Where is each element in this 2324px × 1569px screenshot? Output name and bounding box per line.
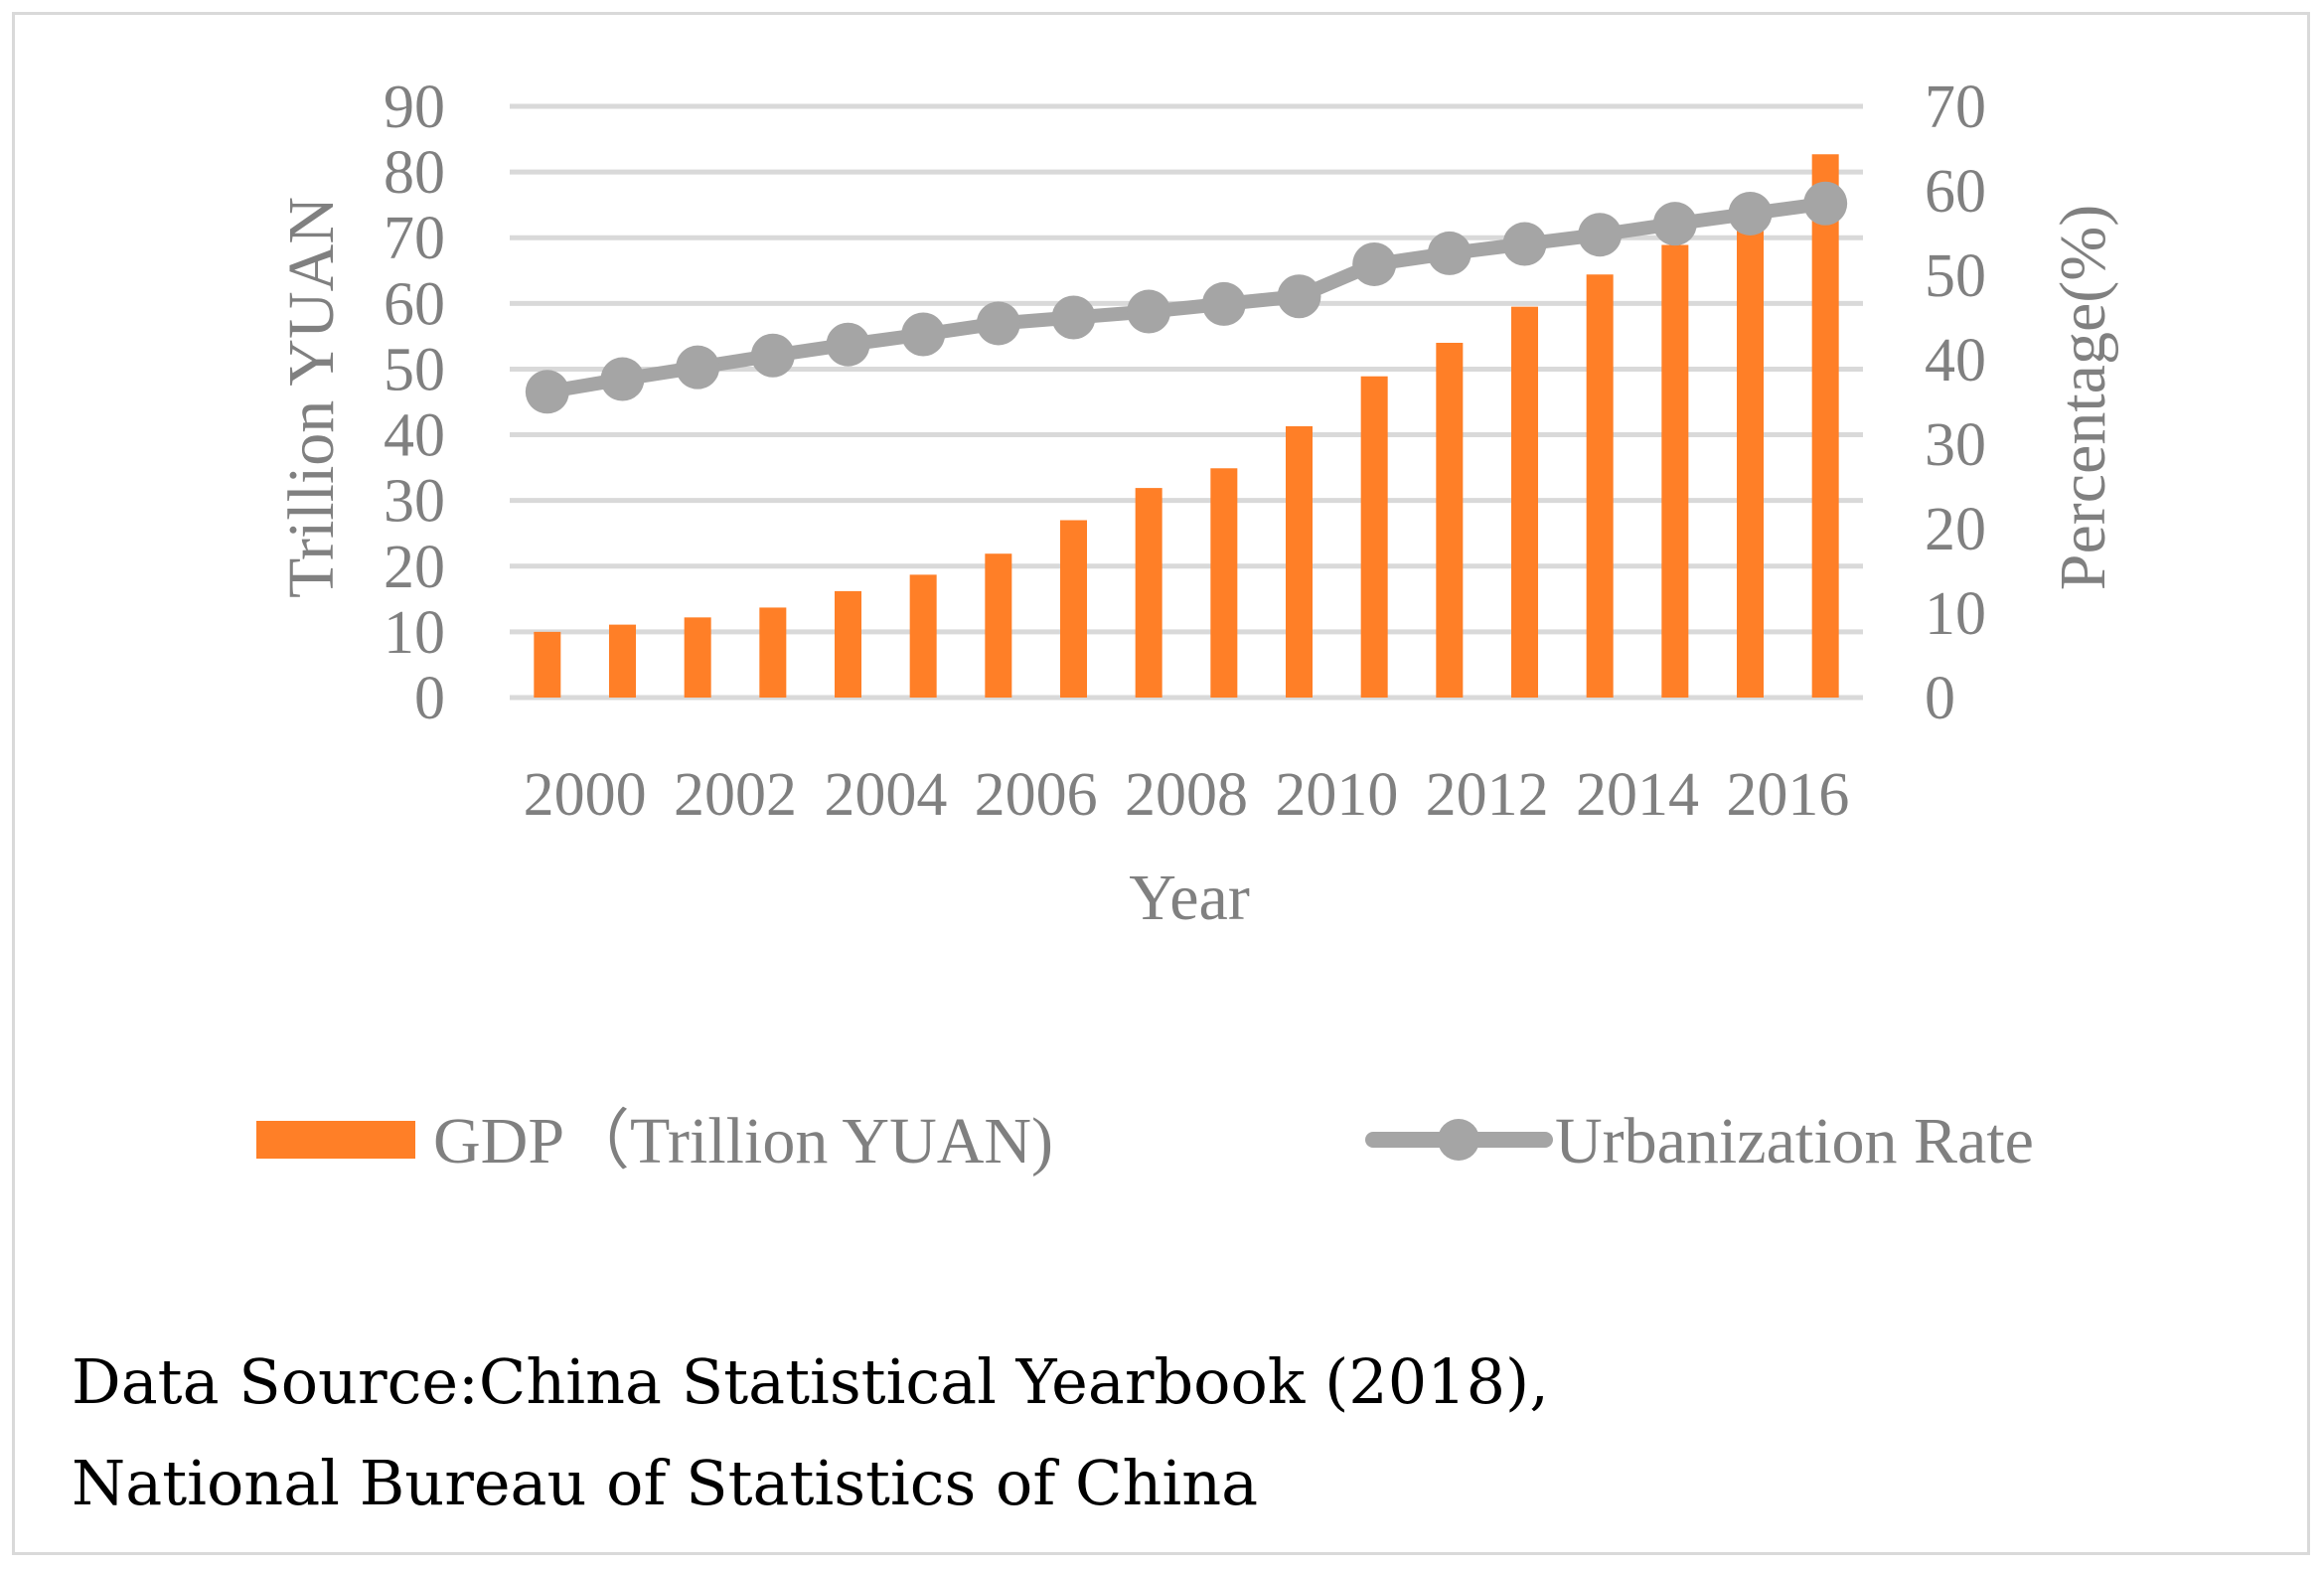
y2-tick-50: 50 <box>1925 242 1986 310</box>
x-axis-ticks: 2000 2002 2004 2006 2008 2010 2012 2014 2016 <box>524 761 1850 829</box>
gdp-bar-2016 <box>1737 207 1764 699</box>
y2-tick-40: 40 <box>1925 327 1986 394</box>
urbanization-point-2009 <box>1201 281 1246 326</box>
gdp-bar-2010 <box>1286 425 1313 698</box>
source-line-1: Data Source:China Statistical Yearbook (… <box>72 1345 1549 1418</box>
y-tick-90: 90 <box>384 74 445 141</box>
urbanization-point-2001 <box>600 357 645 401</box>
y2-tick-30: 30 <box>1925 411 1986 479</box>
chart-frame <box>12 12 2310 1555</box>
urbanization-point-2007 <box>1051 295 1096 340</box>
y2-tick-60: 60 <box>1925 158 1986 226</box>
urbanization-line <box>525 181 1848 414</box>
y2-tick-0: 0 <box>1925 665 1955 732</box>
y-tick-60: 60 <box>384 270 445 338</box>
legend-urbanization-marker <box>1438 1119 1479 1161</box>
legend-urbanization-label: Urbanization Rate <box>1555 1105 2034 1177</box>
gdp-bar-2000 <box>534 631 561 698</box>
urbanization-point-2006 <box>976 301 1020 346</box>
x-tick-2014: 2014 <box>1576 761 1699 829</box>
x-tick-2004: 2004 <box>824 761 947 829</box>
source-line-2: National Bureau of Statistics of China <box>72 1447 1259 1519</box>
gdp-bar-2001 <box>609 624 636 698</box>
y2-tick-10: 10 <box>1925 580 1986 648</box>
gdp-bar-2012 <box>1436 343 1464 698</box>
urbanization-point-2004 <box>826 322 870 367</box>
y-tick-30: 30 <box>384 468 445 536</box>
gridlines <box>510 103 1863 701</box>
gdp-bar-2015 <box>1661 244 1689 698</box>
x-tick-2006: 2006 <box>975 761 1098 829</box>
y-tick-0: 0 <box>414 665 445 732</box>
gdp-bar-2005 <box>909 574 937 698</box>
urbanization-point-2005 <box>901 312 946 357</box>
x-axis-title: Year <box>1129 862 1250 934</box>
urbanization-point-2002 <box>676 345 720 390</box>
y-tick-40: 40 <box>384 402 445 470</box>
urbanization-point-2012 <box>1427 231 1472 275</box>
x-tick-2008: 2008 <box>1125 761 1248 829</box>
x-tick-2002: 2002 <box>674 761 797 829</box>
y-tick-20: 20 <box>384 534 445 601</box>
y-axis-title: Trillion YUAN <box>275 197 348 598</box>
y-tick-70: 70 <box>384 205 445 272</box>
urbanization-point-2013 <box>1502 222 1547 266</box>
urbanization-point-2016 <box>1728 191 1773 235</box>
y2-tick-20: 20 <box>1925 496 1986 563</box>
gdp-bar-2006 <box>985 553 1012 698</box>
urbanization-point-2000 <box>525 370 569 414</box>
gdp-bar-2017 <box>1811 154 1839 698</box>
gdp-bar-2013 <box>1511 306 1538 698</box>
y2-axis-title: Percentage(%) <box>2047 205 2119 590</box>
legend: GDP（Trillion YUAN) Urbanization Rate <box>256 1105 2034 1177</box>
gdp-bar-2008 <box>1135 488 1162 698</box>
gdp-bar-2004 <box>835 590 861 698</box>
urbanization-polyline <box>540 196 1833 399</box>
gdp-bar-2007 <box>1060 520 1087 698</box>
urbanization-point-2014 <box>1578 213 1623 257</box>
y-tick-10: 10 <box>384 599 445 667</box>
gdp-bar-2003 <box>759 607 787 698</box>
y-tick-50: 50 <box>384 336 445 403</box>
urbanization-point-2003 <box>750 333 795 378</box>
x-tick-2000: 2000 <box>524 761 647 829</box>
x-tick-2010: 2010 <box>1275 761 1398 829</box>
legend-gdp-swatch <box>256 1121 415 1159</box>
urbanization-point-2010 <box>1277 274 1321 319</box>
urbanization-point-2011 <box>1352 241 1397 286</box>
gdp-bar-2014 <box>1586 274 1614 698</box>
data-source-note: Data Source:China Statistical Yearbook (… <box>72 1332 1549 1534</box>
urbanization-point-2017 <box>1803 181 1848 226</box>
gdp-bars <box>534 154 1839 699</box>
y-tick-80: 80 <box>384 139 445 207</box>
y2-tick-70: 70 <box>1925 74 1986 141</box>
x-tick-2016: 2016 <box>1726 761 1849 829</box>
gdp-bar-2002 <box>684 617 711 698</box>
urbanization-point-2015 <box>1652 202 1697 246</box>
urbanization-point-2008 <box>1127 289 1171 334</box>
right-axis-ticks: 0 10 20 30 40 50 60 70 <box>1925 74 1986 732</box>
legend-gdp-label: GDP（Trillion YUAN) <box>433 1105 1053 1177</box>
x-tick-2012: 2012 <box>1426 761 1549 829</box>
gdp-bar-2011 <box>1360 376 1388 698</box>
gdp-bar-2009 <box>1210 468 1238 698</box>
